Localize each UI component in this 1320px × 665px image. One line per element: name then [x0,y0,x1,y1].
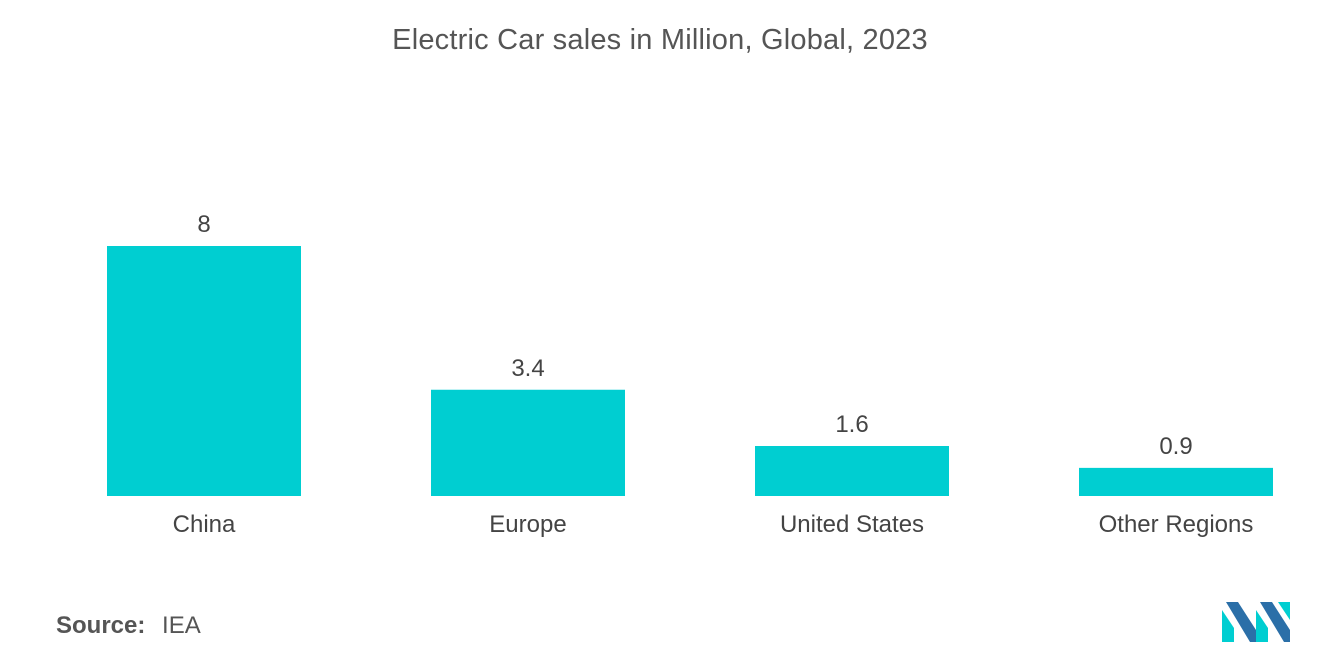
source-label: Source: [56,612,146,639]
mordor-intelligence-logo-icon [1222,602,1290,642]
bar-europe [431,389,625,496]
value-label: 1.6 [835,411,868,438]
category-label: United States [780,511,924,538]
value-label: 0.9 [1159,433,1192,460]
bars-group [107,246,1273,496]
value-label: 8 [197,211,210,238]
category-label: Europe [489,511,566,538]
source-value: IEA [162,612,201,639]
source-note: Source: IEA [56,612,201,640]
value-labels-group: 8 3.4 1.6 0.9 [197,211,1192,460]
category-label: China [173,511,236,538]
bar-chart: 8 3.4 1.6 0.9 China Europe United States Other… [107,211,1273,538]
chart-title: Electric Car sales in Million, Global, 2… [392,24,928,56]
bar-other-regions [1079,467,1273,496]
bar-united-states [755,446,949,496]
category-label: Other Regions [1099,511,1254,538]
bar-china [107,246,301,496]
value-label: 3.4 [511,355,544,382]
category-labels-group: China Europe United States Other Regions [173,511,1254,538]
